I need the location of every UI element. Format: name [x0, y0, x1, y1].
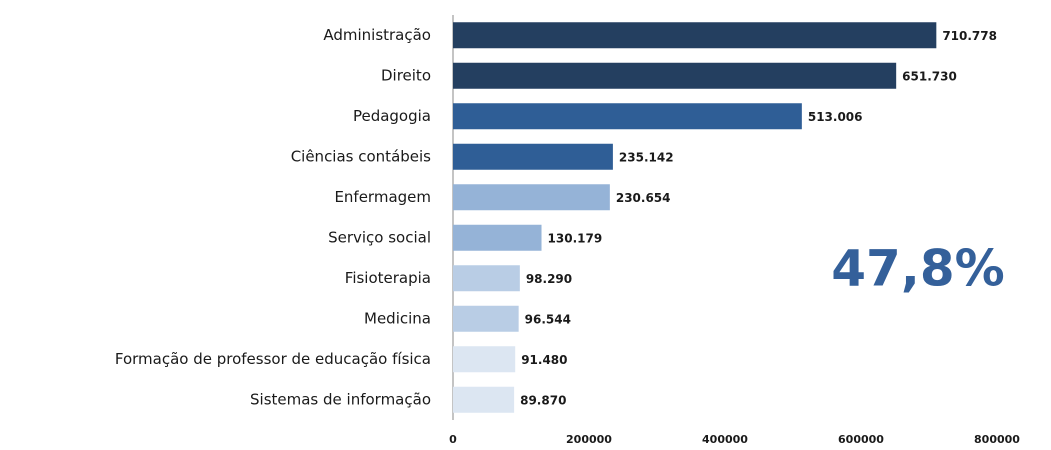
bar: [453, 143, 613, 170]
value-label: 235.142: [619, 150, 674, 164]
bar: [453, 103, 802, 130]
bar: [453, 224, 542, 251]
x-tick-label: 600000: [838, 433, 884, 446]
category-label: Administração: [323, 26, 431, 44]
bar: [453, 184, 610, 211]
value-label: 98.290: [526, 272, 572, 286]
value-label: 710.778: [942, 29, 997, 43]
category-label: Enfermagem: [334, 188, 431, 206]
category-label: Formação de professor de educação física: [115, 350, 431, 368]
bar: [453, 62, 897, 89]
value-label: 230.654: [616, 191, 671, 205]
category-label: Serviço social: [328, 228, 431, 246]
category-label: Direito: [381, 66, 431, 84]
value-label: 651.730: [902, 69, 957, 83]
bar: [453, 265, 520, 292]
value-label: 513.006: [808, 110, 863, 124]
value-label: 96.544: [525, 312, 571, 326]
x-tick-label: 0: [449, 433, 457, 446]
value-label: 89.870: [520, 393, 566, 407]
bar: [453, 346, 516, 373]
value-label: 130.179: [548, 231, 603, 245]
category-label: Sistemas de informação: [250, 390, 431, 408]
bar: [453, 386, 515, 413]
category-label: Fisioterapia: [345, 269, 431, 287]
annotation: 47,8%: [831, 240, 1004, 298]
x-tick-label: 200000: [566, 433, 612, 446]
bar: [453, 305, 519, 332]
category-label: Medicina: [364, 309, 431, 327]
category-label: Pedagogia: [353, 107, 431, 125]
bar: [453, 22, 937, 49]
category-label: Ciências contábeis: [291, 147, 431, 165]
x-tick-label: 400000: [702, 433, 748, 446]
value-label: 91.480: [521, 353, 567, 367]
x-tick-label: 800000: [974, 433, 1020, 446]
